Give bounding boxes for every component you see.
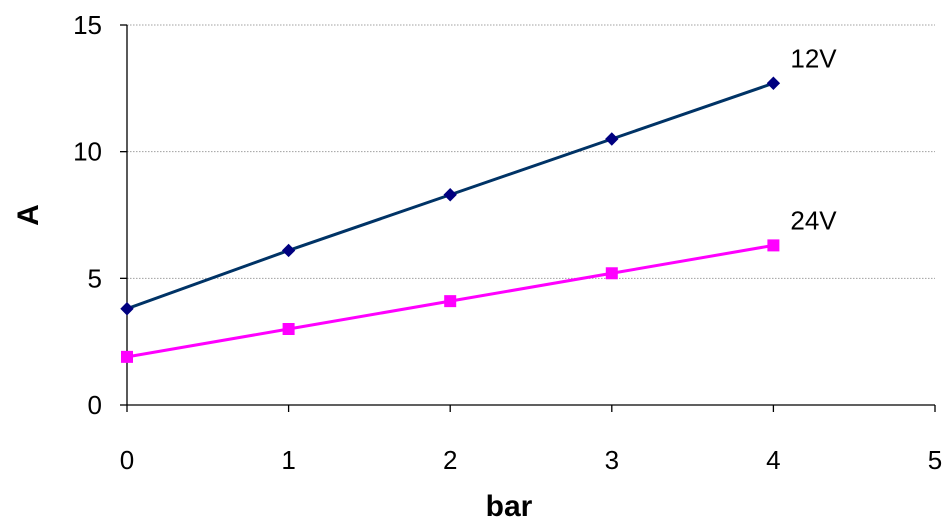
x-ticks: 0 1 2 3 4 5	[120, 405, 942, 475]
point-12V-0	[120, 302, 134, 316]
series-label-24V: 24V	[790, 205, 837, 235]
point-24V-3	[605, 267, 618, 280]
y-ticks: 0 5 10 15	[73, 10, 127, 420]
series-12V: 12V	[120, 43, 837, 316]
x-tick-label-2: 2	[443, 445, 457, 475]
x-tick-label-5: 5	[928, 445, 942, 475]
gridlines	[127, 24, 935, 279]
point-12V-2	[443, 188, 457, 202]
point-24V-1	[282, 323, 295, 335]
series-24V: 24V	[121, 205, 837, 363]
x-tick-label-1: 1	[281, 445, 295, 475]
y-tick-label-10: 10	[73, 137, 102, 167]
y-axis-title: A	[12, 204, 45, 226]
y-tick-label-0: 0	[88, 390, 102, 420]
series-layer: 12V 24V	[120, 43, 837, 363]
x-tick-label-4: 4	[766, 445, 780, 475]
point-12V-4	[766, 76, 781, 90]
point-12V-1	[281, 243, 296, 258]
series-label-12V: 12V	[790, 43, 837, 73]
point-24V-2	[444, 295, 457, 308]
x-tick-label-3: 3	[605, 445, 619, 475]
y-tick-label-5: 5	[88, 263, 102, 293]
x-tick-label-0: 0	[120, 445, 134, 475]
y-tick-label-15: 15	[73, 10, 102, 40]
axes	[126, 25, 935, 406]
x-axis-title: bar	[486, 490, 533, 523]
point-24V-0	[121, 350, 133, 363]
point-24V-4	[767, 239, 780, 252]
point-12V-3	[605, 132, 619, 146]
